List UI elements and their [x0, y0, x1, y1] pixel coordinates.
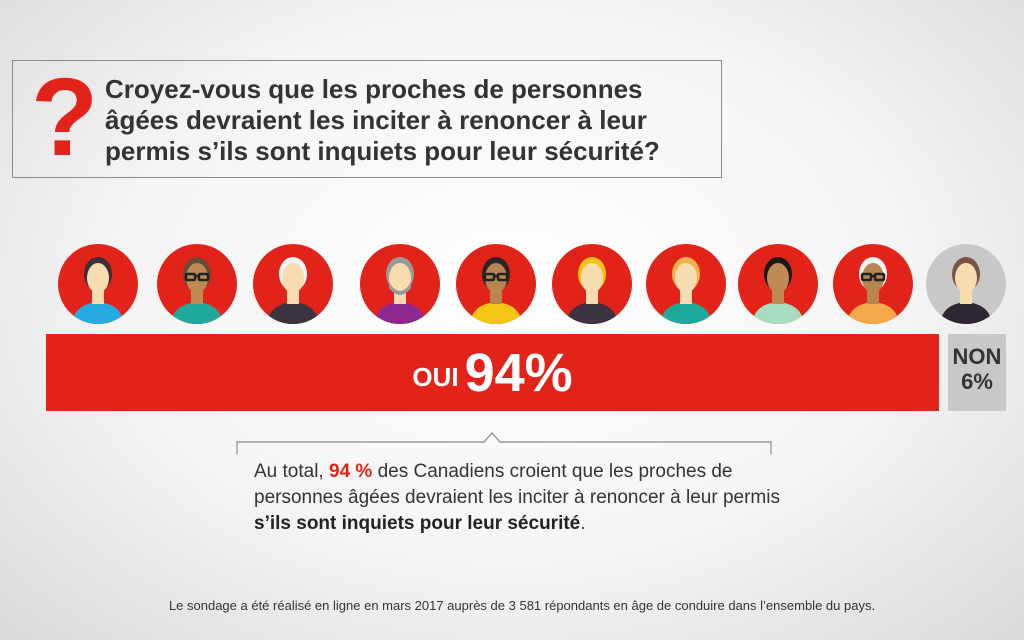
summary-pre: Au total,: [254, 461, 329, 482]
question-text: Croyez-vous que les proches de personnes…: [105, 74, 660, 166]
summary-post: .: [580, 513, 586, 534]
summary-mid: des Canadiens croient que les proches de…: [254, 461, 780, 508]
summary-text: Au total, 94 % des Canadiens croient que…: [254, 459, 784, 537]
callout-bracket: [236, 432, 772, 454]
bar-no-label: NON: [952, 344, 1002, 369]
avatar-person-icon: [456, 244, 536, 324]
summary-highlight: 94 %: [329, 461, 373, 482]
bar-no: NON 6%: [948, 334, 1006, 411]
avatar-person-icon: [360, 244, 440, 324]
footnote: Le sondage a été réalisé en ligne en mar…: [168, 598, 876, 613]
avatar-person-icon: [58, 244, 138, 324]
avatar-person-icon: [253, 244, 333, 324]
avatar-person-icon: [552, 244, 632, 324]
bar-yes-value: 94%: [464, 342, 573, 403]
avatar-person-icon: [646, 244, 726, 324]
bar-yes-label: OUI: [412, 362, 459, 392]
avatar-person-icon: [833, 244, 913, 324]
avatar-person-icon: [157, 244, 237, 324]
bar-no-value: 6%: [961, 369, 993, 394]
bar-yes: OUI 94%: [46, 334, 939, 411]
question-mark-icon: ?: [31, 56, 99, 179]
question-box: ? Croyez-vous que les proches de personn…: [12, 60, 722, 178]
avatar-person-icon: [926, 244, 1006, 324]
avatar-person-icon: [738, 244, 818, 324]
summary-bold: s’ils sont inquiets pour leur sécurité: [254, 513, 581, 534]
